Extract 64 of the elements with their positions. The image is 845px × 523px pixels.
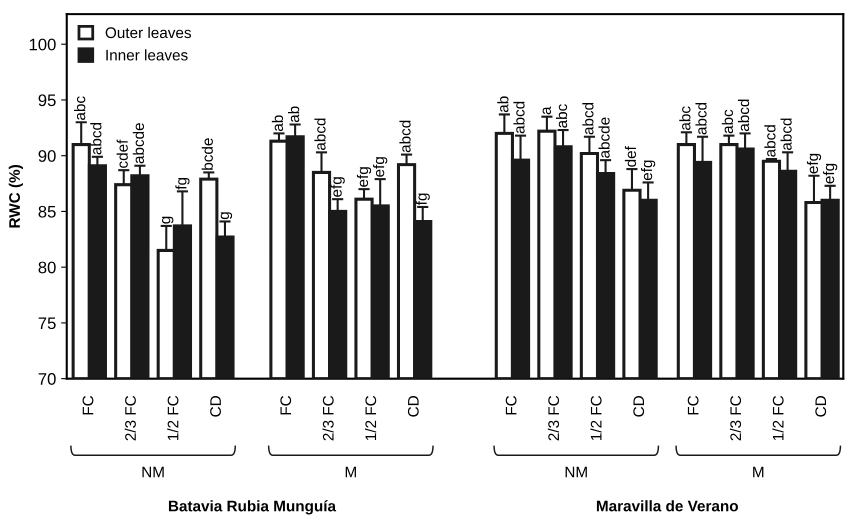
x-tick-label: 1/2 FC [772,396,784,440]
data-label: abcd [764,125,776,157]
data-label: abcde [132,123,144,164]
data-label: abc [679,106,690,130]
text: M [346,466,356,478]
legend-label: Outer leaves [106,26,192,38]
x-tick-label: FC [688,396,699,414]
data-label: fg [175,178,190,190]
x-tick-label: CD [633,396,644,417]
data-label: efg [330,177,345,197]
data-label: abcd [399,120,411,152]
data-label: efg [806,154,822,174]
data-label: efg [823,164,838,184]
x-tick-label: 1/2 FC [364,396,376,440]
data-label: abc [74,96,86,120]
data-label: abc [722,110,734,134]
x-tick-label: CD [815,396,826,417]
x-tick-label: FC [82,396,94,414]
y-tick-label: 70 [38,373,56,385]
text: Maravilla de Verano [596,500,738,512]
data-label: abcd [738,100,750,132]
x-tick-label: 1/2 FC [167,396,178,440]
text: NM [142,466,164,478]
text: NM [566,466,587,478]
y-tick-label: 95 [38,94,56,106]
x-tick-label: 2/3 FC [548,396,560,440]
data-label: fg [416,194,430,206]
data-label: a [542,106,551,114]
x-tick-label: FC [506,396,517,414]
y-tick-label: 100 [30,38,56,50]
data-label: abc [556,104,568,128]
legend-label: Inner leaves [106,49,188,61]
data-label: abcd [582,102,594,134]
data-label: efg [356,167,372,187]
data-label: abcd [695,102,707,134]
data-label: g [162,216,174,224]
text: M [753,466,764,478]
data-label: abcd [780,118,792,150]
data-label: ab [288,106,300,122]
data-label: ab [497,96,508,112]
y-axis-title: RWC (%) [8,165,23,228]
x-tick-label: 2/3 FC [730,396,742,440]
x-tick-label: CD [210,396,221,417]
data-label: def [624,146,636,167]
data-label: abcde [598,118,610,158]
y-tick-label: 75 [38,317,56,330]
x-tick-label: 1/2 FC [590,396,602,440]
y-tick-label: 90 [38,150,56,162]
data-label: abcd [513,102,525,134]
x-tick-label: 2/3 FC [124,396,136,440]
data-label: ab [272,115,284,132]
text: Batavia Rubia Munguía [168,500,336,515]
x-tick-label: CD [408,396,419,417]
x-tick-label: FC [280,396,292,414]
data-label: g [220,212,232,220]
data-label: abcd [314,118,326,150]
y-tick-label: 80 [38,262,56,274]
x-tick-label: 2/3 FC [322,396,334,440]
data-label: bcde [202,138,213,170]
data-label: efg [373,157,388,177]
data-label: efg [641,160,656,180]
data-label: abcd [90,122,102,154]
data-label: cdef [116,140,128,168]
y-tick-label: 85 [38,206,56,218]
